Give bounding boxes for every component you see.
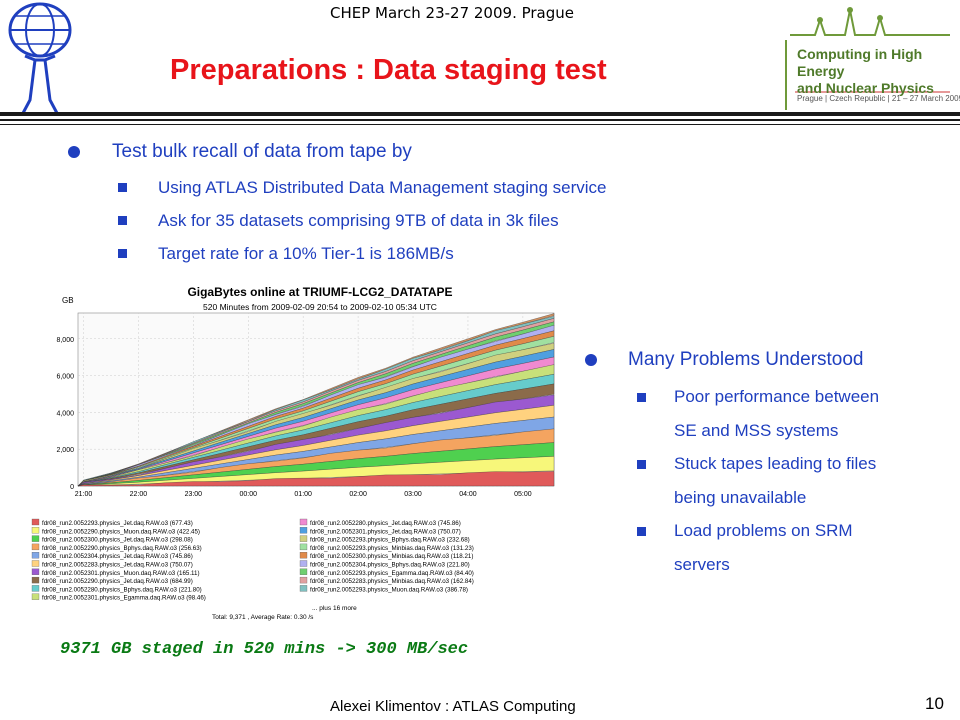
legend-swatch <box>299 518 308 526</box>
legend-swatch <box>31 568 40 575</box>
y-tick-label: 2,000 <box>56 447 74 454</box>
legend-entry: fdr08_run2.0052290.physics_Jet.daq.RAW.o… <box>42 578 193 585</box>
left-item-1: Using ATLAS Distributed Data Management … <box>158 178 607 197</box>
y-tick-label: 0 <box>70 484 74 491</box>
rule-thin-2 <box>0 124 960 125</box>
x-tick-label: 03:00 <box>404 491 422 498</box>
result-summary: 9371 GB staged in 520 mins -> 300 MB/sec <box>60 640 469 659</box>
x-tick-label: 23:00 <box>185 491 203 498</box>
right-line-2: SE and MSS systems <box>674 421 839 440</box>
x-tick-label: 01:00 <box>294 491 312 498</box>
legend-swatch <box>31 543 40 551</box>
y-tick-label: 6,000 <box>56 374 74 381</box>
chart-subtitle: 520 Minutes from 2009-02-09 20:54 to 200… <box>203 302 437 312</box>
page-title: Preparations : Data staging test <box>170 54 607 86</box>
legend-swatch <box>31 560 40 567</box>
y-tick-label: 4,000 <box>56 410 74 417</box>
legend-entry: fdr08_run2.0052293.physics_Muon.daq.RAW.… <box>310 586 468 593</box>
chep-title-line-1: Computing in High Energy <box>797 46 923 79</box>
legend-entry: fdr08_run2.0052290.physics_Muon.daq.RAW.… <box>42 528 200 535</box>
left-bullet: Test bulk recall of data from tape by <box>112 141 412 162</box>
bullet-square <box>637 460 646 469</box>
page-number: 10 <box>925 694 944 713</box>
right-line-6: servers <box>674 555 730 574</box>
footer-author: Alexei Klimentov : ATLAS Computing <box>330 698 576 715</box>
chart-title: GigaBytes online at TRIUMF-LCG2_DATATAPE <box>187 285 452 299</box>
legend-swatch <box>299 543 308 551</box>
x-tick-label: 00:00 <box>239 491 257 498</box>
legend-entry: fdr08_run2.0052280.physics_Jet.daq.RAW.o… <box>310 520 461 527</box>
x-tick-label: 21:00 <box>75 491 93 498</box>
series-area <box>77 336 555 487</box>
legend-swatch <box>299 527 308 534</box>
chart-ylabel: GB <box>62 296 74 305</box>
rule-thin-1 <box>0 119 960 121</box>
legend-entry: fdr08_run2.0052304.physics_Jet.daq.RAW.o… <box>42 553 193 560</box>
legend-swatch <box>31 527 40 534</box>
bullet-square <box>637 527 646 536</box>
legend-swatch <box>299 535 308 542</box>
bullet-square <box>637 393 646 402</box>
legend-entry: fdr08_run2.0052301.physics_Jet.daq.RAW.o… <box>310 528 461 535</box>
chep-logo: Computing in High Energy and Nuclear Phy… <box>785 0 960 110</box>
x-tick-label: 05:00 <box>514 491 532 498</box>
bullet-square <box>118 183 127 192</box>
chep-subtitle: Prague | Czech Republic | 21 – 27 March … <box>797 94 960 103</box>
bullet-dot <box>68 146 80 158</box>
legend-entry: fdr08_run2.0052283.physics_Minbias.daq.R… <box>310 578 474 585</box>
series-area <box>77 456 555 487</box>
x-tick-label: 22:00 <box>130 491 148 498</box>
right-line-1: Poor performance between <box>674 387 880 406</box>
legend-swatch <box>31 535 40 542</box>
bullet-dot <box>585 354 597 366</box>
right-line-5: Load problems on SRM <box>674 521 853 540</box>
rule-thick <box>0 112 960 116</box>
header-event: CHEP March 23-27 2009. Prague <box>330 4 574 22</box>
chart-total-note: Total: 9,371 , Average Rate: 0.30 /s <box>212 614 314 621</box>
legend-entry: fdr08_run2.0052293.physics_Egamma.daq.RA… <box>310 570 474 577</box>
legend-swatch <box>31 518 40 526</box>
legend-entry: fdr08_run2.0052293.physics_Minbias.daq.R… <box>310 545 474 552</box>
series-area <box>77 471 555 487</box>
legend-swatch <box>299 568 308 575</box>
legend-entry: fdr08_run2.0052290.physics_Bphys.daq.RAW… <box>42 545 202 552</box>
left-item-3: Target rate for a 10% Tier-1 is 186MB/s <box>158 244 454 263</box>
legend-swatch <box>31 593 40 600</box>
legend-entry: fdr08_run2.0052301.physics_Muon.daq.RAW.… <box>42 570 200 577</box>
right-line-4: being unavailable <box>674 488 807 507</box>
legend-swatch <box>299 552 308 559</box>
legend-entry: fdr08_run2.0052300.physics_Minbias.daq.R… <box>310 553 473 560</box>
series-area <box>77 383 555 487</box>
right-line-3: Stuck tapes leading to files <box>674 454 877 473</box>
legend-swatch <box>299 576 308 584</box>
legend-entry: fdr08_run2.0052280.physics_Bphys.daq.RAW… <box>42 586 202 593</box>
atlas-logo <box>8 2 72 116</box>
y-tick-label: 8,000 <box>56 337 74 344</box>
x-tick-label: 04:00 <box>459 491 477 498</box>
legend-entry: fdr08_run2.0052304.physics_Bphys.daq.RAW… <box>310 562 470 569</box>
bullet-square <box>118 249 127 258</box>
legend-swatch <box>31 585 40 592</box>
left-item-2: Ask for 35 datasets comprising 9TB of da… <box>158 211 559 230</box>
legend-entry: fdr08_run2.0052293.physics_Bphys.daq.RAW… <box>310 537 470 544</box>
staging-chart: GB GigaBytes online at TRIUMF-LCG2_DATAT… <box>30 276 560 621</box>
right-bullet: Many Problems Understood <box>628 349 864 370</box>
bullet-square <box>118 216 127 225</box>
legend-entry: fdr08_run2.0052301.physics_Egamma.daq.RA… <box>42 595 206 602</box>
legend-swatch <box>31 552 40 559</box>
legend-swatch <box>299 585 308 592</box>
legend-swatch <box>299 560 308 567</box>
x-tick-label: 02:00 <box>349 491 367 498</box>
legend-more: ... plus 16 more <box>312 605 357 612</box>
legend-swatch <box>31 576 40 584</box>
legend-entry: fdr08_run2.0052293.physics_Jet.daq.RAW.o… <box>42 520 193 527</box>
legend-entry: fdr08_run2.0052300.physics_Jet.daq.RAW.o… <box>42 537 193 544</box>
chep-title-line-2: and Nuclear Physics <box>797 80 934 96</box>
chep-logo-graphic <box>785 0 955 110</box>
legend-entry: fdr08_run2.0052283.physics_Jet.daq.RAW.o… <box>42 562 193 569</box>
